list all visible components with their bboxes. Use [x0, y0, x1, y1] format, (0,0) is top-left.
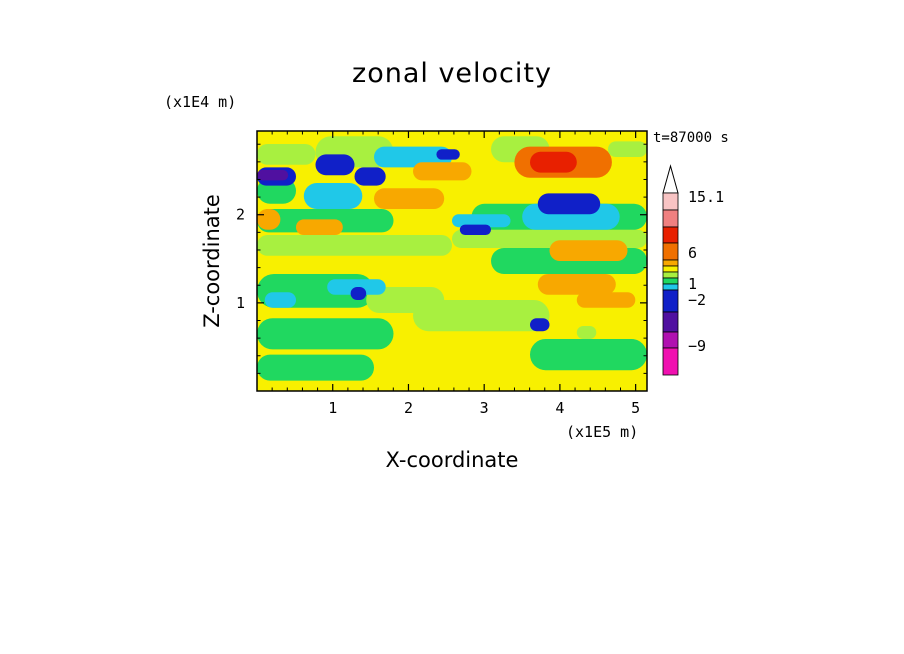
- colorbar-swatch: [662, 271, 679, 279]
- x-tick-label: 4: [555, 399, 564, 417]
- y-tick-label: 1: [236, 294, 245, 312]
- colorbar-swatch: [662, 259, 679, 267]
- x-tick-label: 1: [328, 399, 337, 417]
- colorbar-label: −9: [688, 337, 706, 355]
- colorbar-swatch: [662, 331, 679, 349]
- colorbar-label: 6: [688, 244, 697, 262]
- colorbar-label: 15.1: [688, 188, 724, 206]
- y-tick-label: 2: [236, 206, 245, 224]
- contour-field: [257, 131, 647, 391]
- chart-title: zonal velocity: [352, 58, 552, 89]
- x-tick-label: 5: [631, 399, 640, 417]
- colorbar: 15.1 6 1−2 −9: [662, 164, 724, 376]
- colorbar-swatch: [662, 192, 679, 211]
- colorbar-swatch: [662, 226, 679, 244]
- colorbar-swatch: [662, 242, 679, 261]
- colorbar-swatch: [662, 265, 679, 273]
- colorbar-label: 1: [688, 275, 697, 293]
- colorbar-swatch: [662, 209, 679, 228]
- colorbar-swatch: [662, 311, 679, 333]
- x-axis-unit: (x1E5 m): [566, 423, 639, 441]
- x-axis-label: X-coordinate: [385, 448, 519, 472]
- colorbar-swatch: [662, 277, 679, 285]
- colorbar-swatch: [662, 347, 679, 376]
- x-tick-label: 3: [480, 399, 489, 417]
- colorbar-swatch: [662, 289, 679, 313]
- plot-frame: [256, 130, 648, 392]
- colorbar-swatch: [662, 283, 679, 291]
- time-annotation: t=87000 s: [653, 130, 729, 146]
- axes: 1 2 3 4 5 1 2: [236, 131, 647, 417]
- colorbar-label: −2: [688, 291, 706, 309]
- y-axis-unit: (x1E4 m): [164, 93, 237, 111]
- x-tick-label: 2: [404, 399, 413, 417]
- colorbar-arrow: [662, 164, 679, 194]
